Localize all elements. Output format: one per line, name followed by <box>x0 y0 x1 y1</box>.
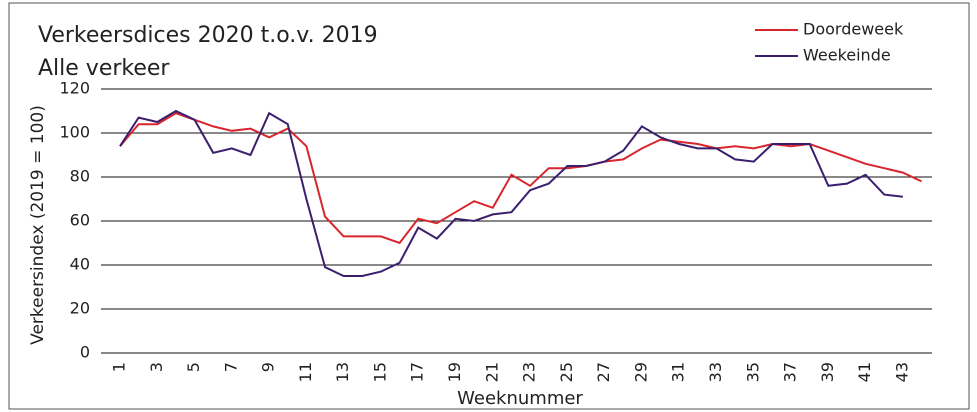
x-tick-label: 37 <box>781 362 800 382</box>
x-tick-label: 7 <box>221 362 240 372</box>
chart-border <box>8 2 970 410</box>
x-tick-label: 11 <box>296 362 315 382</box>
x-tick-label: 3 <box>147 362 166 372</box>
legend-label: Weekeinde <box>803 46 891 65</box>
chart-subtitle: Alle verkeer <box>38 56 170 81</box>
x-axis-label: Weeknummer <box>457 388 583 409</box>
x-tick-label: 41 <box>855 362 874 382</box>
line-series <box>119 109 903 277</box>
y-axis-label: Verkeersindex (2019 = 100) <box>28 105 48 345</box>
y-tick-label: 80 <box>70 167 90 186</box>
y-tick-label: 120 <box>59 79 90 98</box>
x-tick-label: 5 <box>184 362 203 372</box>
x-tick-label: 9 <box>259 362 278 372</box>
x-tick-label: 27 <box>594 362 613 382</box>
chart-title: Verkeersdices 2020 t.o.v. 2019 <box>38 23 378 48</box>
x-tick-label: 33 <box>706 362 725 382</box>
x-tick-label: 21 <box>482 362 501 382</box>
y-tick-label: 40 <box>70 255 90 274</box>
y-tick-label: 20 <box>70 299 90 318</box>
x-tick-label: 43 <box>892 362 911 382</box>
legend-label: Doordeweek <box>803 20 904 39</box>
y-tick-label: 100 <box>59 123 90 142</box>
x-tick-label: 23 <box>520 362 539 382</box>
x-tick-label: 15 <box>370 362 389 382</box>
x-tick-label: 39 <box>818 362 837 382</box>
y-tick-label: 0 <box>80 343 90 362</box>
y-tick-label: 60 <box>70 211 90 230</box>
line-series <box>119 112 922 245</box>
x-tick-label: 25 <box>557 362 576 382</box>
x-tick-label: 1 <box>110 362 129 372</box>
x-tick-label: 17 <box>408 362 427 382</box>
x-tick-label: 13 <box>333 362 352 382</box>
x-tick-label: 35 <box>743 362 762 382</box>
x-tick-label: 31 <box>669 362 688 382</box>
x-tick-label: 19 <box>445 362 464 382</box>
x-tick-label: 29 <box>631 362 650 382</box>
